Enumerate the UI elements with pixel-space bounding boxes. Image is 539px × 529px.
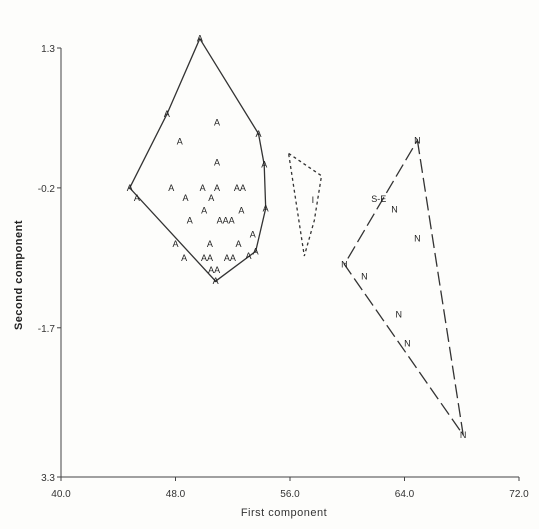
data-point: A (263, 203, 269, 213)
data-point: A (177, 136, 183, 146)
data-point: N (396, 310, 403, 320)
x-tick-label: 64.0 (395, 489, 415, 500)
data-point: A (200, 183, 206, 193)
axes: 40.0 48.0 56.0 64.0 72.0 1.3 -0.2 -1.7 3.3 (38, 44, 529, 500)
x-tick-label: 56.0 (280, 489, 300, 500)
data-point: N (414, 135, 421, 145)
data-point: A (214, 118, 220, 128)
data-point: A (181, 253, 187, 263)
data-point: N (361, 271, 368, 281)
data-point: A (214, 158, 220, 168)
group-hulls (128, 37, 464, 436)
data-point: A (256, 129, 262, 139)
data-point: A (238, 205, 244, 215)
data-point: A (172, 239, 178, 249)
data-point: A (253, 246, 259, 256)
data-point: A (214, 183, 220, 193)
y-tick-label: -0.2 (38, 184, 56, 195)
data-point: A (201, 205, 207, 215)
x-tick-label: 40.0 (51, 489, 71, 500)
data-point: A (197, 34, 203, 44)
data-point: A (207, 239, 213, 249)
group-hull-1 (128, 37, 267, 283)
data-point: A (235, 239, 241, 249)
data-point: N (341, 259, 348, 269)
data-point: A (213, 276, 219, 286)
data-point: N (404, 339, 411, 349)
data-point: S-E (371, 194, 386, 204)
data-point: I (312, 195, 315, 205)
group-hull-2 (287, 152, 323, 257)
data-point: A (187, 216, 193, 226)
data-point: A (250, 230, 256, 240)
data-point: A (183, 193, 189, 203)
data-point: AA (208, 265, 220, 275)
x-tick-label: 48.0 (166, 489, 186, 500)
data-point: A (168, 183, 174, 193)
y-tick-label: -1.7 (38, 324, 56, 335)
x-tick-label: 72.0 (509, 489, 529, 500)
y-tick-label: 1.3 (41, 44, 55, 55)
data-point: A (245, 251, 251, 261)
data-point: A (261, 160, 267, 170)
data-point: A (134, 193, 140, 203)
y-tick-label: 3.3 (41, 473, 55, 484)
data-point: N (414, 233, 421, 243)
data-point: AA (224, 253, 236, 263)
data-point: A (208, 193, 214, 203)
data-point: N (460, 430, 467, 440)
data-point: AA (201, 253, 213, 263)
data-point: AA (234, 183, 246, 193)
data-point: N (391, 204, 398, 214)
x-axis-title: First component (241, 507, 327, 519)
group-hull-3 (343, 138, 464, 436)
y-axis-title: Second component (13, 220, 25, 330)
data-point: A (164, 109, 170, 119)
data-point: A (127, 183, 133, 193)
data-point: AAA (217, 216, 235, 226)
